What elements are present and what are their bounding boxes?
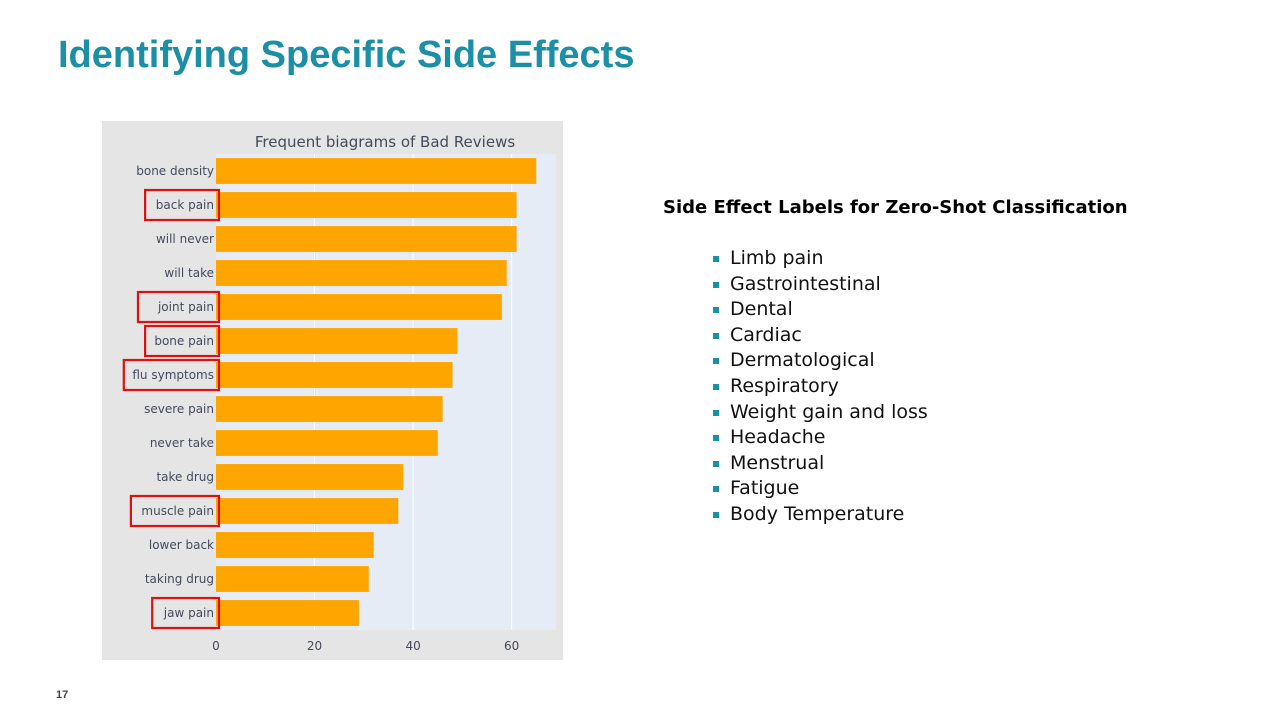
chart-title: Frequent biagrams of Bad Reviews [255,133,515,151]
category-label: will take [164,266,214,280]
x-axis-ticks: 0 20 40 60 [212,639,519,653]
highlight-box [122,358,221,392]
plot-area [216,154,556,630]
category-label: severe pain [144,402,214,416]
side-effect-item: Fatigue [711,476,1223,502]
highlight-boxes [122,188,221,630]
side-effect-list: Limb pain Gastrointestinal Dental Cardiac De… [711,246,1223,528]
category-labels: bone density back pain will never will take… [132,164,214,620]
bar-take-drug [216,464,404,490]
x-tick-label: 40 [405,639,420,653]
category-label: muscle pain [141,504,214,518]
category-label: back pain [156,198,214,212]
category-label: never take [150,436,214,450]
bar-lower-back [216,532,374,558]
highlight-box [151,596,221,630]
bar-will-never [216,226,517,252]
highlight-box [129,494,221,528]
bar-will-take [216,260,507,286]
page-number: 17 [56,689,69,701]
side-effect-heading: Side Effect Labels for Zero-Shot Classif… [663,197,1128,218]
side-effect-item: Dental [711,297,1223,323]
side-effect-item: Gastrointestinal [711,272,1223,298]
bars [216,158,537,626]
side-effect-item: Respiratory [711,374,1223,400]
category-label: jaw pain [163,606,214,620]
bar-muscle-pain [216,498,399,524]
side-effect-item: Dermatological [711,348,1223,374]
side-effect-item: Body Temperature [711,502,1223,528]
category-label: bone density [136,164,214,178]
category-label: flu symptoms [132,368,214,382]
category-label: take drug [156,470,214,484]
bar-joint-pain [216,294,502,320]
highlight-box [143,324,221,358]
side-effect-item: Menstrual [711,451,1223,477]
side-effect-item: Weight gain and loss [711,400,1223,426]
x-tick-label: 60 [504,639,519,653]
highlight-box [143,188,221,222]
side-effect-item: Cardiac [711,323,1223,349]
bar-never-take [216,430,438,456]
side-effect-panel: Side Effect Labels for Zero-Shot Classif… [663,197,1223,528]
highlight-box [136,290,221,324]
category-label: joint pain [157,300,214,314]
slide-title: Identifying Specific Side Effects [58,34,635,76]
bar-flu-symptoms [216,362,453,388]
bar-bone-density [216,158,537,184]
category-label: lower back [149,538,214,552]
x-tick-label: 20 [307,639,322,653]
bar-jaw-pain [216,600,359,626]
side-effect-item: Headache [711,425,1223,451]
bar-chart-panel: bone density back pain will never will take… [102,121,563,660]
category-label: taking drug [145,572,214,586]
bar-bone-pain [216,328,458,354]
bar-severe-pain [216,396,443,422]
category-label: bone pain [154,334,214,348]
x-tick-label: 0 [212,639,220,653]
bar-taking-drug [216,566,369,592]
category-label: will never [156,232,214,246]
bar-back-pain [216,192,517,218]
bar-chart: bone density back pain will never will take… [122,133,556,653]
side-effect-item: Limb pain [711,246,1223,272]
